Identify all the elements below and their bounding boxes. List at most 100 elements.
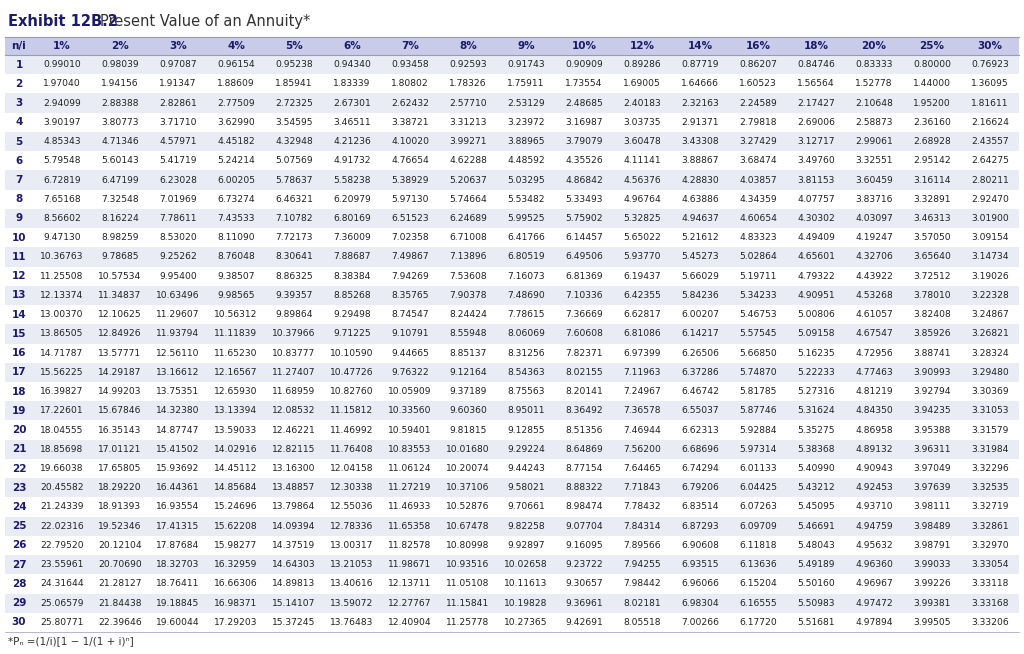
Text: 4.94759: 4.94759 — [855, 522, 893, 530]
Text: 10.27365: 10.27365 — [504, 618, 548, 627]
Text: 0.76923: 0.76923 — [971, 60, 1009, 69]
Text: 14.87747: 14.87747 — [157, 426, 200, 434]
Text: 3.92794: 3.92794 — [913, 387, 951, 396]
Text: 8.30641: 8.30641 — [275, 252, 313, 262]
Text: 7.64465: 7.64465 — [623, 464, 660, 473]
Text: 4.61057: 4.61057 — [855, 310, 893, 319]
Text: 7.94269: 7.94269 — [391, 271, 429, 281]
Text: 7.56200: 7.56200 — [623, 445, 660, 454]
Text: 1%: 1% — [53, 41, 71, 51]
Text: 14.02916: 14.02916 — [214, 445, 258, 454]
Text: 6.83514: 6.83514 — [681, 502, 719, 511]
Text: 12%: 12% — [630, 41, 654, 51]
Text: 12.56110: 12.56110 — [157, 349, 200, 358]
Text: 4.32948: 4.32948 — [275, 137, 313, 146]
Text: 11.15812: 11.15812 — [331, 406, 374, 415]
Text: 3.57050: 3.57050 — [913, 233, 951, 242]
Text: 16.98371: 16.98371 — [214, 598, 258, 608]
Text: 3.78010: 3.78010 — [913, 291, 951, 300]
Text: 3.23972: 3.23972 — [507, 118, 545, 127]
Text: 6.80169: 6.80169 — [333, 214, 371, 223]
Text: 3.32970: 3.32970 — [971, 541, 1009, 550]
Text: 5.07569: 5.07569 — [275, 156, 312, 165]
Text: 8.36492: 8.36492 — [565, 406, 603, 415]
Text: 10.59401: 10.59401 — [388, 426, 432, 434]
Text: 7.78611: 7.78611 — [160, 214, 197, 223]
Text: 2.77509: 2.77509 — [217, 99, 255, 108]
Text: 9.44243: 9.44243 — [507, 464, 545, 473]
Text: 7.78432: 7.78432 — [624, 502, 660, 511]
Text: 8.88322: 8.88322 — [565, 483, 603, 492]
Text: 4.63886: 4.63886 — [681, 195, 719, 204]
Text: 11.82578: 11.82578 — [388, 541, 432, 550]
Bar — [5, 37, 1019, 55]
Text: 4%: 4% — [227, 41, 245, 51]
Text: 1.83339: 1.83339 — [334, 79, 371, 88]
Text: 13.00370: 13.00370 — [40, 310, 84, 319]
Text: 3.33118: 3.33118 — [972, 579, 1009, 589]
Text: 3.32891: 3.32891 — [913, 195, 950, 204]
Text: 7.98442: 7.98442 — [624, 579, 660, 589]
Text: 3.68474: 3.68474 — [739, 156, 777, 165]
Text: 4.48592: 4.48592 — [507, 156, 545, 165]
Text: 3.60478: 3.60478 — [624, 137, 660, 146]
Text: 13.57771: 13.57771 — [98, 349, 141, 358]
Text: 9.60360: 9.60360 — [450, 406, 487, 415]
Text: 5.75902: 5.75902 — [565, 214, 603, 223]
Text: 3.33054: 3.33054 — [971, 560, 1009, 569]
Text: 12.55036: 12.55036 — [331, 502, 374, 511]
Text: 4.35526: 4.35526 — [565, 156, 603, 165]
Bar — [5, 594, 1019, 613]
Text: 3.46313: 3.46313 — [913, 214, 951, 223]
Text: 9.76322: 9.76322 — [391, 368, 429, 377]
Text: 3.98791: 3.98791 — [913, 541, 950, 550]
Text: 2.17427: 2.17427 — [797, 99, 835, 108]
Text: 2.68928: 2.68928 — [913, 137, 951, 146]
Text: 4.97472: 4.97472 — [855, 598, 893, 608]
Text: 5.48043: 5.48043 — [797, 541, 835, 550]
Text: 1.97040: 1.97040 — [43, 79, 81, 88]
Text: 18.04555: 18.04555 — [40, 426, 84, 434]
Text: 3.80773: 3.80773 — [101, 118, 138, 127]
Text: 11.76408: 11.76408 — [331, 445, 374, 454]
Text: 1.56564: 1.56564 — [797, 79, 835, 88]
Text: 15.98277: 15.98277 — [214, 541, 258, 550]
Text: 5.58238: 5.58238 — [333, 175, 371, 184]
Text: 5.97130: 5.97130 — [391, 195, 429, 204]
Bar — [5, 459, 1019, 478]
Text: 11: 11 — [11, 252, 27, 262]
Text: 4.56376: 4.56376 — [624, 175, 660, 184]
Text: 6.47199: 6.47199 — [101, 175, 139, 184]
Text: 1.52778: 1.52778 — [855, 79, 893, 88]
Text: 6.16555: 6.16555 — [739, 598, 777, 608]
Text: 6.07263: 6.07263 — [739, 502, 777, 511]
Text: 1.73554: 1.73554 — [565, 79, 603, 88]
Text: 9.70661: 9.70661 — [507, 502, 545, 511]
Text: 3.83716: 3.83716 — [855, 195, 893, 204]
Text: 7.43533: 7.43533 — [217, 214, 255, 223]
Bar — [5, 382, 1019, 401]
Text: 6.87293: 6.87293 — [681, 522, 719, 530]
Text: 5.49189: 5.49189 — [798, 560, 835, 569]
Text: 3.26821: 3.26821 — [971, 330, 1009, 338]
Text: 1.95200: 1.95200 — [913, 99, 951, 108]
Text: 14.45112: 14.45112 — [214, 464, 258, 473]
Text: 2%: 2% — [112, 41, 129, 51]
Text: 17.41315: 17.41315 — [157, 522, 200, 530]
Text: 3.82408: 3.82408 — [913, 310, 951, 319]
Text: 5.50983: 5.50983 — [798, 598, 835, 608]
Text: 4.95632: 4.95632 — [855, 541, 893, 550]
Text: 10.47726: 10.47726 — [330, 368, 374, 377]
Text: 2.43557: 2.43557 — [971, 137, 1009, 146]
Text: 6.13636: 6.13636 — [739, 560, 777, 569]
Text: 17.22601: 17.22601 — [40, 406, 84, 415]
Text: 8.06069: 8.06069 — [507, 330, 545, 338]
Text: 5.33493: 5.33493 — [565, 195, 603, 204]
Text: 2.48685: 2.48685 — [565, 99, 603, 108]
Text: 5.93770: 5.93770 — [624, 252, 660, 262]
Text: 1.44000: 1.44000 — [913, 79, 951, 88]
Text: 4.92453: 4.92453 — [855, 483, 893, 492]
Text: 11.65230: 11.65230 — [214, 349, 258, 358]
Text: 3.72512: 3.72512 — [913, 271, 951, 281]
Text: 3.22328: 3.22328 — [971, 291, 1009, 300]
